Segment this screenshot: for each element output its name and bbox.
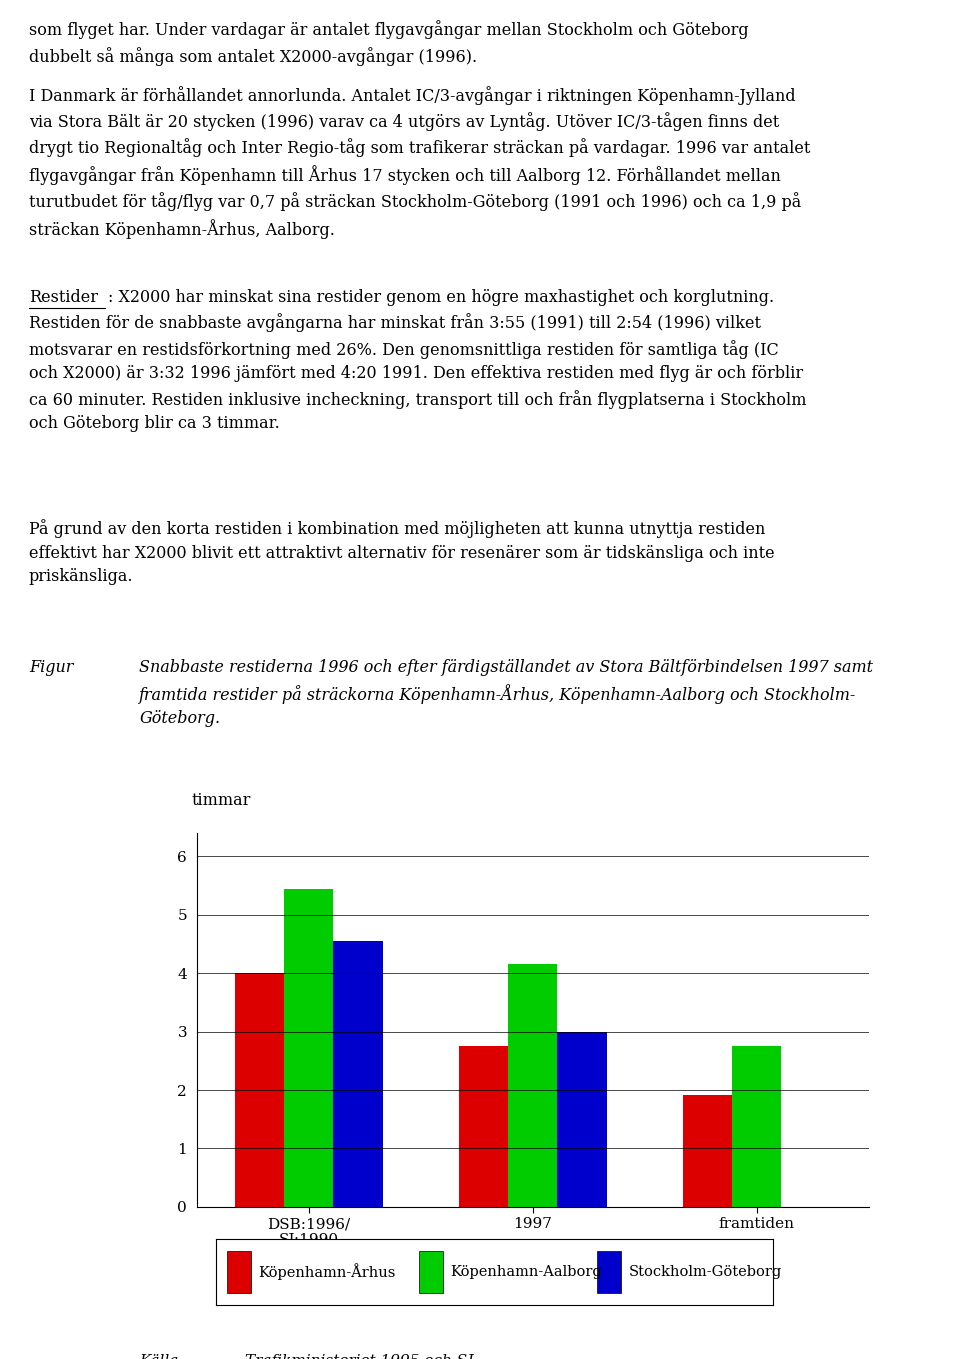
Bar: [683, 1095, 732, 1207]
Bar: [284, 889, 333, 1207]
Text: som flyget har. Under vardagar är antalet flygavgångar mellan Stockholm och Göte: som flyget har. Under vardagar är antale…: [29, 20, 749, 65]
Bar: [508, 965, 558, 1207]
FancyBboxPatch shape: [420, 1252, 443, 1292]
Text: Köpenhamn-Aalborg: Köpenhamn-Aalborg: [450, 1265, 602, 1279]
Text: Trafikministeriet 1995 och SJ.: Trafikministeriet 1995 och SJ.: [245, 1354, 477, 1359]
Text: Stockholm-Göteborg: Stockholm-Göteborg: [629, 1265, 781, 1279]
Text: På grund av den korta restiden i kombination med möjligheten att kunna utnyttja : På grund av den korta restiden i kombina…: [29, 519, 775, 584]
Text: : X2000 har minskat sina restider genom en högre maxhastighet och korglutning.: : X2000 har minskat sina restider genom …: [108, 289, 775, 307]
Bar: [732, 1046, 781, 1207]
Text: Figur: Figur: [29, 659, 73, 677]
Bar: [333, 940, 383, 1207]
Text: Köpenhamn-Århus: Köpenhamn-Århus: [258, 1264, 396, 1280]
Text: Restider: Restider: [29, 289, 98, 307]
Text: Källa: Källa: [139, 1354, 179, 1359]
Bar: [459, 1046, 508, 1207]
Text: timmar: timmar: [192, 791, 252, 809]
Text: Snabbaste restiderna 1996 och efter färdigställandet av Stora Bältförbindelsen 1: Snabbaste restiderna 1996 och efter färd…: [139, 659, 874, 727]
Text: I Danmark är förhållandet annorlunda. Antalet IC/3-avgångar i riktningen Köpenha: I Danmark är förhållandet annorlunda. An…: [29, 86, 810, 239]
FancyBboxPatch shape: [228, 1252, 251, 1292]
Bar: [558, 1031, 607, 1207]
Bar: [235, 973, 284, 1207]
FancyBboxPatch shape: [597, 1252, 621, 1292]
Text: Restiden för de snabbaste avgångarna har minskat från 3:55 (1991) till 2:54 (199: Restiden för de snabbaste avgångarna har…: [29, 314, 806, 432]
